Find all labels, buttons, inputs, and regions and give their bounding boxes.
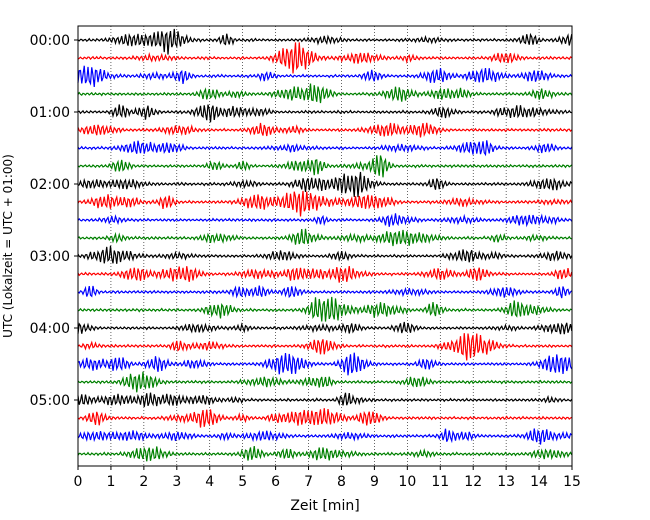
x-tick-label: 1: [106, 474, 115, 490]
trace-12: [77, 228, 572, 247]
x-tick-label: 4: [205, 474, 214, 490]
plot-frame: [77, 25, 573, 467]
y-tick-label: 02:00: [30, 177, 70, 193]
y-axis-ticks: 00:00 01:00 02:00 03:00 04:00 05:00: [30, 33, 78, 409]
x-tick-label: 5: [238, 474, 247, 490]
x-axis-ticks: 0 1 2 3 4 5 6 7 8 9 10 11 12 13 14 15: [74, 466, 581, 490]
x-tick-label: 6: [271, 474, 280, 490]
x-axis-label: Zeit [min]: [290, 498, 359, 514]
y-axis-label: UTC (Lokalzeit = UTC + 01:00): [1, 154, 15, 338]
x-tick-label: 0: [74, 474, 83, 490]
trace-22: [77, 408, 573, 428]
trace-1: [77, 28, 573, 55]
trace-2: [77, 42, 573, 74]
x-tick-label: 15: [563, 474, 581, 490]
trace-19: [77, 352, 573, 376]
x-tick-label: 10: [398, 474, 416, 490]
x-tick-label: 2: [139, 474, 148, 490]
trace-10: [77, 190, 573, 217]
trace-group: [77, 28, 573, 462]
trace-6: [77, 122, 573, 138]
x-tick-label: 13: [497, 474, 515, 490]
trace-17: [77, 321, 573, 335]
y-tick-label: 05:00: [30, 393, 70, 409]
x-tick-label: 11: [431, 474, 449, 490]
trace-23: [77, 428, 573, 445]
x-tick-label: 3: [172, 474, 181, 490]
trace-13: [77, 245, 573, 264]
trace-20: [77, 371, 573, 393]
x-tick-label: 14: [530, 474, 548, 490]
trace-11: [77, 213, 573, 228]
trace-9: [77, 171, 573, 198]
y-tick-label: 00:00: [30, 33, 70, 49]
x-tick-label: 8: [337, 474, 346, 490]
trace-21: [77, 392, 573, 407]
trace-18: [77, 333, 573, 361]
trace-7: [77, 140, 573, 157]
trace-3: [77, 65, 573, 88]
trace-8: [77, 155, 573, 178]
x-tick-label: 9: [370, 474, 379, 490]
trace-24: [77, 446, 573, 462]
trace-14: [77, 265, 573, 283]
y-tick-label: 01:00: [30, 105, 70, 121]
trace-5: [77, 104, 572, 123]
vertical-grid: [110, 26, 540, 466]
trace-16: [77, 296, 572, 322]
y-tick-label: 04:00: [30, 321, 70, 337]
x-tick-label: 7: [304, 474, 313, 490]
trace-4: [77, 83, 573, 104]
y-tick-label: 03:00: [30, 249, 70, 265]
trace-15: [77, 285, 573, 299]
x-tick-label: 12: [464, 474, 482, 490]
